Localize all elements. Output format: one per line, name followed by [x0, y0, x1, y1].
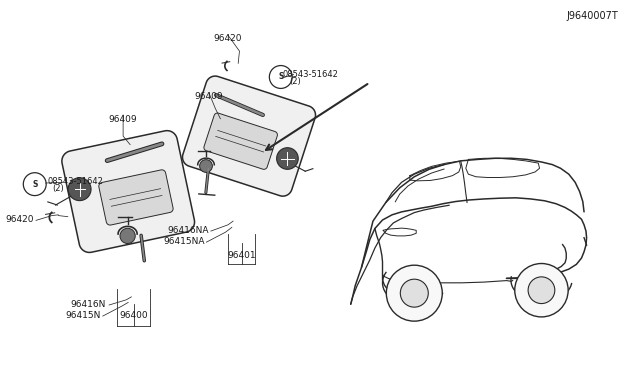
- Text: 96416N: 96416N: [70, 300, 106, 309]
- Circle shape: [23, 173, 46, 196]
- Circle shape: [276, 148, 298, 169]
- Circle shape: [528, 277, 555, 304]
- Text: 96416NA: 96416NA: [168, 226, 209, 235]
- Text: 08543-51642: 08543-51642: [47, 177, 103, 186]
- Circle shape: [269, 65, 292, 89]
- Text: J9640007T: J9640007T: [566, 11, 618, 21]
- Text: 08543-51642: 08543-51642: [283, 70, 339, 79]
- Circle shape: [387, 265, 442, 321]
- Polygon shape: [204, 113, 277, 169]
- Text: 96409: 96409: [109, 115, 138, 124]
- Polygon shape: [182, 76, 316, 196]
- Polygon shape: [62, 131, 195, 253]
- Text: 96420: 96420: [5, 215, 33, 224]
- Text: S: S: [32, 180, 37, 189]
- Circle shape: [200, 160, 212, 172]
- Circle shape: [68, 178, 91, 201]
- Text: 96400: 96400: [120, 311, 148, 320]
- Circle shape: [515, 263, 568, 317]
- Text: (2): (2): [289, 77, 301, 86]
- Circle shape: [120, 228, 135, 244]
- Text: 96415N: 96415N: [65, 311, 101, 320]
- Circle shape: [400, 279, 428, 307]
- Text: 96420: 96420: [214, 34, 243, 43]
- Text: (2): (2): [52, 185, 63, 193]
- Polygon shape: [99, 170, 173, 225]
- Text: 96401: 96401: [228, 251, 257, 260]
- Text: 96409: 96409: [195, 92, 223, 101]
- Text: 96415NA: 96415NA: [163, 237, 205, 246]
- Text: S: S: [278, 73, 284, 81]
